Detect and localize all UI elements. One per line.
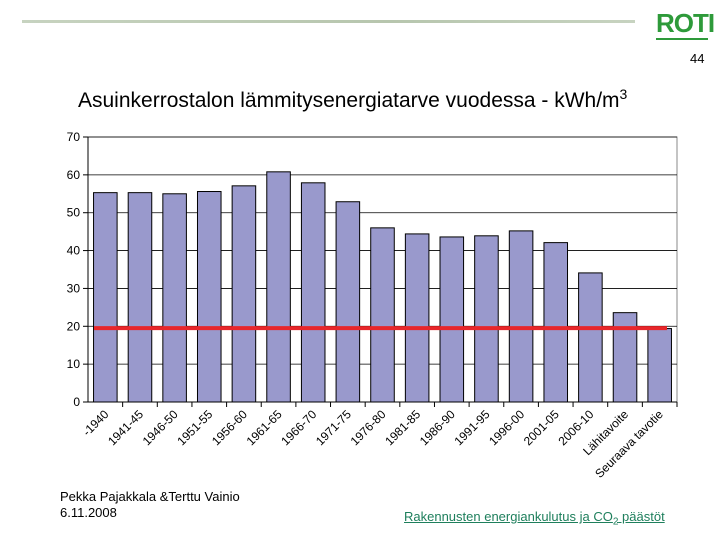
footer-source-link[interactable]: Rakennusten energiankulutus ja CO2 pääst…: [404, 509, 665, 528]
bar: [127, 192, 153, 403]
y-tick-label: 60: [67, 168, 81, 182]
y-tick-label: 70: [67, 130, 81, 144]
bar: [543, 242, 569, 403]
x-tick-label: 1976-80: [348, 407, 389, 448]
chart-title-text: Asuinkerrostalon lämmitysenergiatarve vu…: [78, 89, 620, 112]
footer-date: 6.11.2008: [60, 505, 117, 520]
bar: [93, 192, 118, 403]
x-tick-label: 1981-85: [382, 407, 423, 448]
x-tick-label: 1971-75: [313, 407, 354, 448]
bar: [612, 312, 638, 403]
bar: [647, 328, 672, 403]
footer-authors-block: Pekka Pajakkala &Terttu Vainio 6.11.2008: [60, 489, 240, 521]
x-tick-label: 1986-90: [417, 407, 458, 448]
x-tick-label: 2001-05: [521, 407, 562, 448]
x-tick-label: 1966-70: [278, 407, 319, 448]
y-tick-label: 10: [67, 357, 81, 371]
x-tick-label: 1956-60: [209, 407, 250, 448]
y-tick-label: 40: [67, 244, 81, 258]
chart-title: Asuinkerrostalon lämmitysenergiatarve vu…: [78, 86, 627, 113]
footer-link-text[interactable]: Rakennusten energiankulutus ja CO: [404, 509, 613, 524]
logo-text: ROTI: [656, 8, 715, 38]
slide-number: 44: [690, 51, 705, 66]
bar: [335, 201, 361, 403]
bar: [578, 272, 603, 403]
bar: [439, 236, 465, 403]
x-tick-label: 1951-55: [174, 407, 215, 448]
bar: [266, 171, 291, 403]
bar: [162, 193, 187, 403]
bar: [474, 235, 499, 403]
x-tick-label: 1996-00: [486, 407, 527, 448]
y-tick-label: 30: [67, 281, 81, 295]
x-tick-label: -1940: [80, 407, 112, 439]
top-decorative-rule: [22, 20, 635, 23]
x-tick-label: 1941-45: [105, 407, 146, 448]
bar: [404, 233, 430, 403]
footer-link-tail[interactable]: päästöt: [618, 509, 665, 524]
chart-title-superscript: 3: [619, 86, 628, 102]
logo-underline: [656, 38, 708, 40]
y-tick-label: 20: [67, 319, 81, 333]
bar: [196, 191, 222, 403]
bar: [508, 230, 534, 403]
x-tick-label: 1946-50: [140, 407, 181, 448]
y-tick-label: 50: [67, 206, 81, 220]
bar: [300, 182, 326, 403]
bar: [231, 185, 257, 403]
y-tick-label: 0: [73, 395, 80, 409]
roti-logo: ROTI: [656, 8, 715, 44]
x-tick-label: 1961-65: [244, 407, 285, 448]
footer-link-subscript[interactable]: 2: [612, 516, 619, 528]
footer-authors: Pekka Pajakkala &Terttu Vainio: [60, 489, 240, 504]
bar: [370, 227, 395, 403]
x-tick-label: 1991-95: [452, 407, 493, 448]
